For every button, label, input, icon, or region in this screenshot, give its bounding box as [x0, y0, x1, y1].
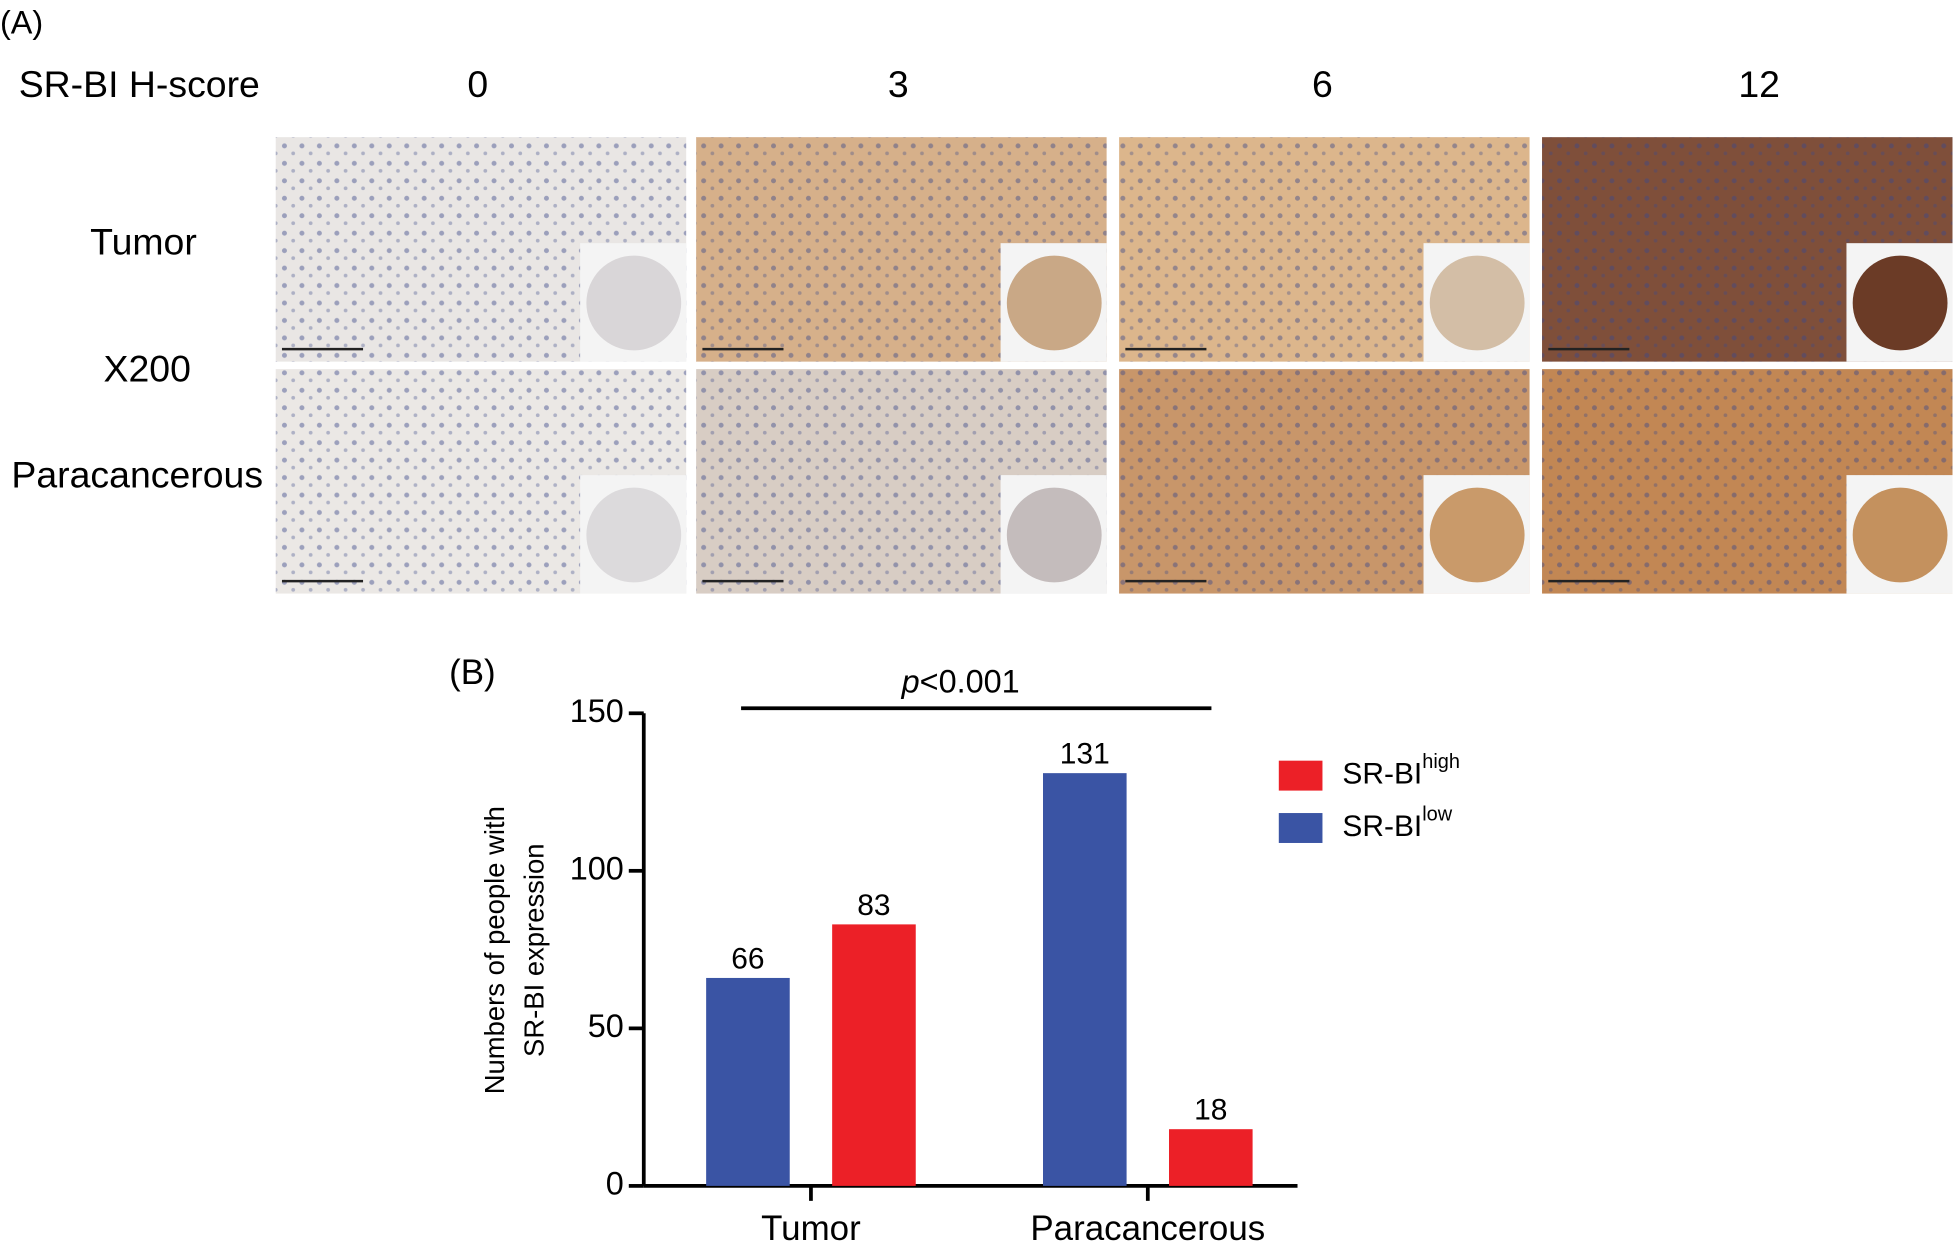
annotation: p<0.001 [901, 663, 1020, 699]
panel-label: (A) [0, 5, 43, 41]
y-tick-label: 150 [570, 693, 624, 729]
bar [832, 924, 916, 1186]
annotation-text: <0.001 [920, 663, 1020, 699]
panel-b: (B) [449, 653, 496, 692]
bar [1042, 773, 1127, 1186]
legend-swatch [1278, 760, 1323, 791]
annotation-italic: p [901, 663, 920, 699]
micrograph [275, 369, 687, 594]
y-tick-label: 0 [606, 1165, 624, 1201]
legend-superscript: low [1422, 804, 1453, 826]
score-label: 0 [467, 63, 488, 105]
panel-label: (B) [449, 653, 496, 692]
x-tick-label: Tumor [761, 1209, 861, 1247]
micrograph [1542, 137, 1953, 362]
row-label: Paracancerous [11, 453, 263, 495]
y-tick-label: 100 [570, 850, 624, 886]
row-header: SR-BI H-score [19, 63, 260, 105]
y-axis-label: Numbers of people with [479, 806, 510, 1094]
legend-swatch [1278, 813, 1323, 843]
legend-name: SR-BI [1342, 758, 1422, 791]
legend-label: SR-BIlow [1342, 804, 1452, 843]
micrograph [275, 137, 687, 362]
score-label: 12 [1738, 63, 1780, 105]
inset-core [1429, 255, 1525, 351]
x-tick-label: Paracancerous [1030, 1209, 1265, 1247]
legend-name: SR-BI [1342, 810, 1422, 843]
panel-a: (A) SR-BI H-score X200 [0, 5, 260, 390]
y-tick-label: 50 [588, 1008, 624, 1044]
inset-core [1006, 255, 1102, 351]
value-label: 83 [857, 889, 890, 922]
magnification: X200 [104, 347, 191, 389]
micrograph [1542, 369, 1953, 594]
value-label: 131 [1060, 738, 1110, 771]
row-label: Tumor [90, 220, 197, 262]
bar [1169, 1129, 1253, 1186]
bar [706, 977, 790, 1186]
legend-label: SR-BIhigh [1342, 751, 1460, 790]
micrograph [1119, 137, 1530, 362]
inset-core [1852, 487, 1948, 583]
micrograph [1119, 369, 1530, 594]
value-label: 66 [731, 942, 764, 975]
inset-core [1852, 255, 1948, 351]
inset-core [1429, 487, 1525, 583]
legend-superscript: high [1422, 751, 1460, 773]
y-axis-label: SR-BI expression [519, 843, 550, 1056]
inset-core [1006, 487, 1102, 583]
inset-core [586, 255, 682, 351]
score-label: 3 [888, 63, 909, 105]
micrograph [696, 137, 1107, 362]
micrograph [696, 369, 1107, 594]
score-label: 6 [1312, 63, 1333, 105]
inset-core [586, 487, 682, 583]
value-label: 18 [1194, 1094, 1227, 1127]
